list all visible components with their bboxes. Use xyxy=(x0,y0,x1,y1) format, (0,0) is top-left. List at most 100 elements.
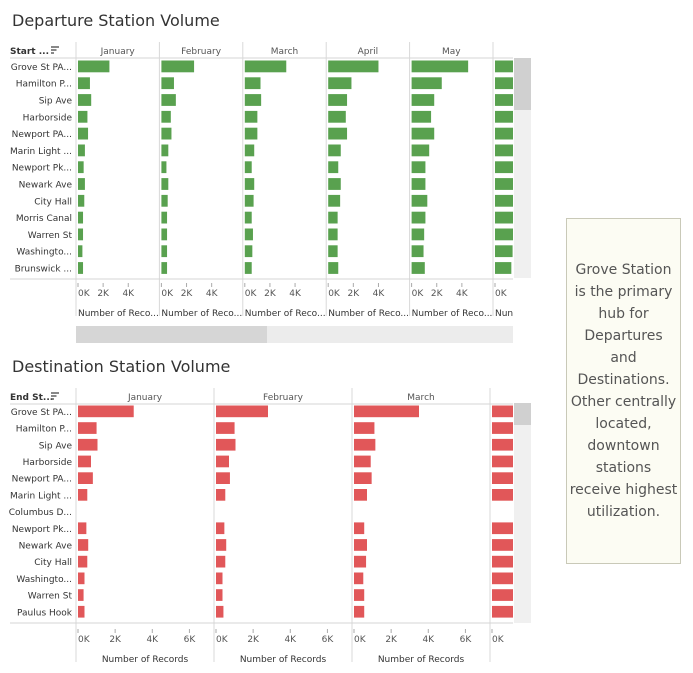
destination-bar xyxy=(354,438,376,451)
departure-bar xyxy=(495,144,513,157)
destination-bar xyxy=(354,405,419,418)
departure-bar xyxy=(411,94,435,106)
departure-station-label: Newport Pk... xyxy=(12,164,72,174)
departure-bar xyxy=(161,194,168,207)
destination-bar xyxy=(492,589,513,601)
departure-station-label: Washingto... xyxy=(16,248,72,258)
departure-vertical-scroll-thumb[interactable] xyxy=(514,58,531,110)
destination-station-label: Harborside xyxy=(23,458,73,468)
departure-bar xyxy=(495,228,513,241)
destination-bar xyxy=(216,539,227,551)
departure-bar xyxy=(78,262,84,274)
departure-month-label: May xyxy=(442,47,461,57)
departure-bar xyxy=(78,178,85,190)
departure-bar xyxy=(411,228,425,241)
departure-bar xyxy=(78,110,88,123)
destination-station-label: Columbus D... xyxy=(9,508,72,518)
departure-bar xyxy=(328,110,346,123)
destination-bar xyxy=(216,589,223,601)
destination-bar xyxy=(354,455,371,468)
departure-axis-tick-label: 4K xyxy=(289,289,302,299)
departure-bar xyxy=(495,245,513,258)
destination-bar xyxy=(354,572,364,585)
departure-bar xyxy=(244,144,255,157)
departure-axis-tick-label: 0K xyxy=(78,289,91,299)
departure-axis-label: Number of Reco... xyxy=(161,309,242,319)
departure-bar xyxy=(161,178,169,190)
departure-axis-label: Number of Reco... xyxy=(412,309,493,319)
destination-axis-tick-label: 0K xyxy=(216,635,229,645)
departure-bar xyxy=(161,262,168,274)
destination-row-header: End St... xyxy=(10,393,53,403)
departure-bar xyxy=(244,110,258,123)
departure-bar xyxy=(411,161,426,174)
destination-axis-label: Number of Records xyxy=(240,655,327,665)
departure-axis-tick-label: 2K xyxy=(348,289,361,299)
departure-chart-title: Departure Station Volume xyxy=(12,11,220,30)
departure-station-label: Newark Ave xyxy=(19,181,73,191)
destination-bar xyxy=(492,555,513,568)
departure-bar xyxy=(495,262,512,274)
destination-month-label: March xyxy=(407,393,434,403)
departure-bar xyxy=(411,194,428,207)
departure-bar xyxy=(78,228,84,241)
destination-vertical-scroll-thumb[interactable] xyxy=(514,403,531,425)
destination-station-label: Hamilton P... xyxy=(16,425,72,435)
departure-row-header: Start ... xyxy=(10,47,49,57)
departure-station-label: Harborside xyxy=(23,113,73,123)
departure-bar xyxy=(244,245,253,258)
departure-bar xyxy=(495,77,513,90)
departure-bar xyxy=(495,211,513,224)
departure-bar xyxy=(411,110,432,123)
departure-bar xyxy=(78,161,84,174)
destination-bar xyxy=(216,472,230,484)
destination-bar xyxy=(492,489,513,501)
departure-vertical-scrollbar[interactable] xyxy=(514,58,531,278)
departure-bar xyxy=(244,178,255,190)
departure-axis-tick-label: 2K xyxy=(431,289,444,299)
departure-month-label: March xyxy=(271,47,298,57)
destination-bar xyxy=(216,438,236,451)
destination-axis-label: Number of Records xyxy=(102,655,189,665)
destination-bar xyxy=(492,405,513,418)
destination-bar xyxy=(78,572,85,585)
departure-bar xyxy=(161,110,171,123)
departure-bar xyxy=(328,178,341,190)
departure-bar xyxy=(244,77,261,90)
departure-bar xyxy=(161,77,174,90)
destination-axis-tick-label: 6K xyxy=(460,635,473,645)
destination-month-label: January xyxy=(127,393,163,403)
departure-station-label: Brunswick ... xyxy=(15,265,72,275)
departure-axis-tick-label: 4K xyxy=(456,289,469,299)
destination-bar xyxy=(492,572,513,585)
destination-bar xyxy=(492,522,513,535)
departure-bar xyxy=(244,127,258,140)
destination-axis-tick-label: 6K xyxy=(184,635,197,645)
departure-station-label: Sip Ave xyxy=(39,97,73,107)
departure-station-label: Newport PA... xyxy=(12,130,72,140)
departure-bar xyxy=(495,161,513,174)
destination-bar xyxy=(78,438,98,451)
departure-station-label: Morris Canal xyxy=(16,214,72,224)
departure-bar xyxy=(328,60,379,73)
departure-horizontal-scroll-thumb[interactable] xyxy=(76,326,267,343)
departure-bar xyxy=(244,161,252,174)
destination-axis-label: Number of Records xyxy=(378,655,465,665)
destination-vertical-scrollbar[interactable] xyxy=(514,403,531,623)
departure-station-label: Hamilton P... xyxy=(16,80,72,90)
departure-axis-tick-label: 0K xyxy=(495,289,508,299)
departure-month-label: April xyxy=(358,47,379,57)
destination-bar xyxy=(492,539,513,551)
departure-axis-tick-label: 4K xyxy=(373,289,386,299)
departure-bar xyxy=(78,144,85,157)
destination-bar xyxy=(216,489,226,501)
destination-bar xyxy=(492,438,513,451)
departure-month-label: January xyxy=(100,47,136,57)
departure-bar xyxy=(78,211,84,224)
destination-bar xyxy=(492,455,513,468)
destination-bar xyxy=(216,572,223,585)
departure-bar xyxy=(328,94,348,106)
departure-bar xyxy=(78,245,83,258)
destination-bar xyxy=(354,422,375,434)
